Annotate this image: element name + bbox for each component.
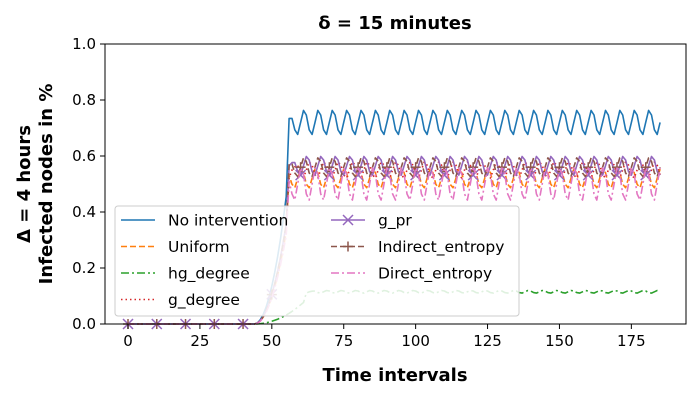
x-axis-label: Time intervals [322, 365, 467, 386]
marker-stroke [352, 169, 364, 181]
y-tick-label: 0.6 [72, 147, 96, 165]
y-tick-label: 0.0 [72, 315, 96, 333]
legend: No intervention Uniform hg_degree g_degree g… [114, 205, 520, 317]
marker-stroke [553, 169, 565, 181]
series-marker [582, 169, 594, 181]
legend-marker [342, 214, 354, 226]
legend-item: hg_degree [121, 265, 250, 284]
legend-label: Direct_entropy [378, 265, 492, 284]
series-marker [553, 169, 565, 181]
marker-stroke [611, 169, 623, 181]
marker-stroke [410, 169, 422, 181]
series-marker [323, 169, 335, 181]
y-axis-label-line2: Infected nodes in % [36, 84, 57, 285]
series-marker [583, 162, 594, 173]
legend-item: Direct_entropy [331, 265, 492, 284]
legend-item: Uniform [121, 238, 230, 256]
x-axis: 0 25 50 75 100 125 150 175 [123, 324, 646, 350]
marker-stroke [323, 169, 335, 181]
marker-stroke [496, 169, 508, 181]
y-tick-label: 1.0 [72, 35, 96, 53]
chart-title: δ = 15 minutes [318, 13, 471, 34]
legend-item: No intervention [121, 212, 288, 230]
x-tick-label: 75 [334, 332, 353, 350]
marker-stroke [525, 169, 537, 181]
legend-label: g_degree [168, 291, 240, 310]
series-marker [438, 169, 450, 181]
y-tick-label: 0.4 [72, 203, 96, 221]
x-tick-label: 100 [401, 332, 430, 350]
series-line-direct-entropy [128, 167, 661, 325]
x-tick-label: 0 [123, 332, 133, 350]
series-line-indirect-entropy [128, 157, 661, 325]
y-tick-label: 0.8 [72, 91, 96, 109]
marker-stroke [438, 169, 450, 181]
legend-label: g_pr [378, 212, 412, 231]
legend-label: hg_degree [168, 265, 250, 284]
legend-item: g_degree [121, 291, 240, 310]
series-line-uniform [128, 168, 661, 325]
series-marker [467, 169, 479, 181]
series-marker [468, 162, 479, 173]
legend-item: g_pr [331, 212, 412, 231]
plot-area [104, 43, 687, 330]
legend-label: No intervention [168, 212, 288, 230]
series-marker [352, 169, 364, 181]
series-marker [353, 162, 364, 173]
x-tick-label: 125 [473, 332, 502, 350]
plot-frame [104, 43, 687, 325]
marker-stroke [295, 169, 307, 181]
y-axis-label-line1: Δ = 4 hours [14, 125, 35, 243]
legend-label: Indirect_entropy [378, 238, 504, 257]
marker-stroke [582, 169, 594, 181]
marker-stroke [381, 169, 393, 181]
x-tick-label: 50 [262, 332, 281, 350]
marker-stroke [467, 169, 479, 181]
legend-item: Indirect_entropy [331, 238, 504, 257]
x-tick-label: 25 [190, 332, 209, 350]
legend-box [114, 205, 520, 317]
x-tick-label: 175 [617, 332, 646, 350]
x-tick-label: 150 [545, 332, 574, 350]
y-tick-label: 0.2 [72, 259, 96, 277]
y-axis: 0.0 0.2 0.4 0.6 0.8 1.0 [72, 35, 105, 333]
series-line-hg-degree [128, 289, 661, 325]
legend-label: Uniform [168, 238, 230, 256]
marker-stroke [640, 169, 652, 181]
